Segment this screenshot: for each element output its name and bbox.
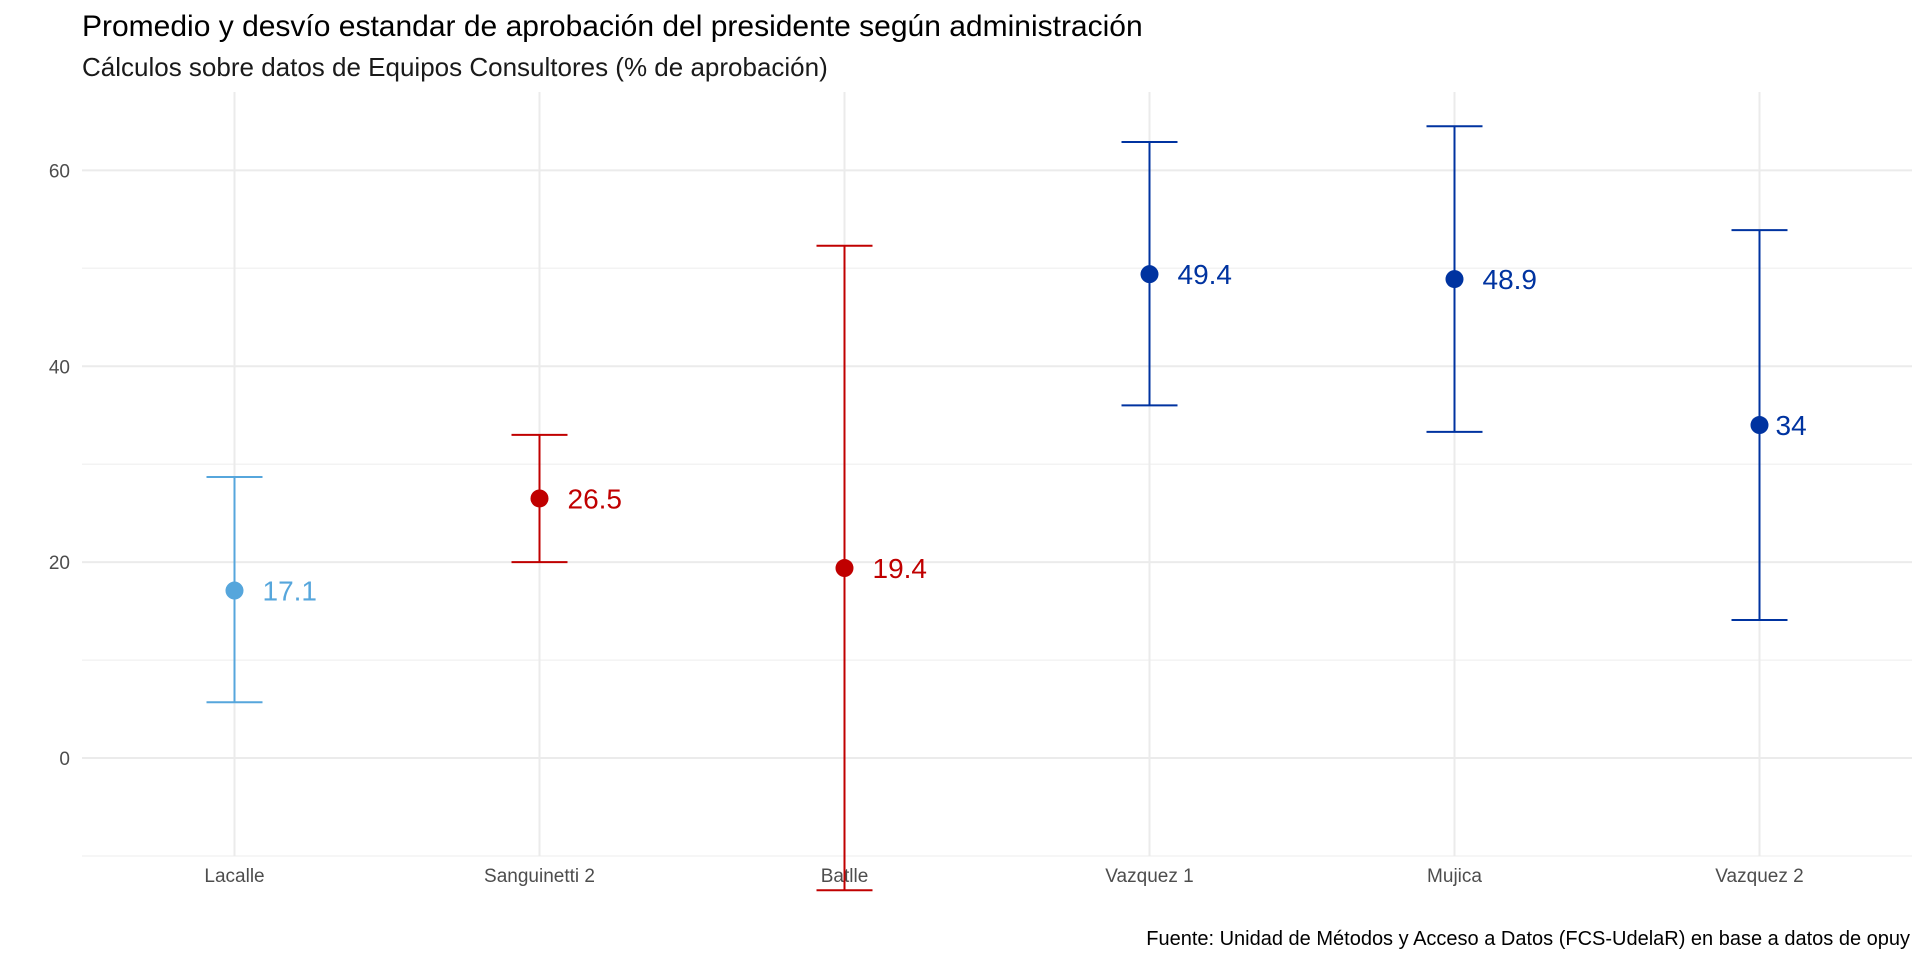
y-tick-label: 40 xyxy=(49,357,70,378)
error-bar-group: 26.5 xyxy=(511,433,623,564)
mean-label: 34 xyxy=(1776,410,1807,441)
y-axis: 0 20 40 60 xyxy=(49,161,70,770)
chart-caption: Fuente: Unidad de Métodos y Acceso a Dat… xyxy=(1146,928,1910,950)
y-tick-label: 0 xyxy=(59,749,70,770)
mean-point xyxy=(530,489,549,508)
error-bars: 17.1 26.5 19.4 49.4 48.9 34 xyxy=(206,125,1807,892)
mean-point xyxy=(1445,270,1464,289)
chart-subtitle: Cálculos sobre datos de Equipos Consulto… xyxy=(82,52,828,82)
error-bar-group: 19.4 xyxy=(816,244,928,892)
y-tick-label: 20 xyxy=(49,553,70,574)
mean-label: 19.4 xyxy=(873,553,928,584)
mean-label: 26.5 xyxy=(568,483,623,514)
x-tick-label: Lacalle xyxy=(204,866,264,887)
y-tick-label: 60 xyxy=(49,161,70,182)
grid-layer xyxy=(82,92,1912,857)
x-tick-label: Sanguinetti 2 xyxy=(484,866,595,887)
mean-point xyxy=(1750,416,1769,435)
mean-point xyxy=(1140,265,1159,284)
mean-label: 49.4 xyxy=(1178,259,1233,290)
x-tick-label: Mujica xyxy=(1427,866,1482,887)
mean-label: 17.1 xyxy=(263,576,318,607)
x-tick-label: Vazquez 2 xyxy=(1715,866,1803,887)
error-bar-group: 34 xyxy=(1731,229,1807,621)
chart-title: Promedio y desvío estandar de aprobación… xyxy=(82,10,1143,43)
mean-label: 48.9 xyxy=(1483,264,1538,295)
error-bar-group: 48.9 xyxy=(1426,125,1538,433)
error-bar-group: 49.4 xyxy=(1121,140,1233,407)
x-axis: Lacalle Sanguinetti 2 Batlle Vazquez 1 Mujic… xyxy=(204,866,1803,887)
error-bar-group: 17.1 xyxy=(206,475,318,704)
mean-point xyxy=(225,581,244,600)
x-tick-label: Vazquez 1 xyxy=(1105,866,1193,887)
mean-point xyxy=(835,559,854,578)
